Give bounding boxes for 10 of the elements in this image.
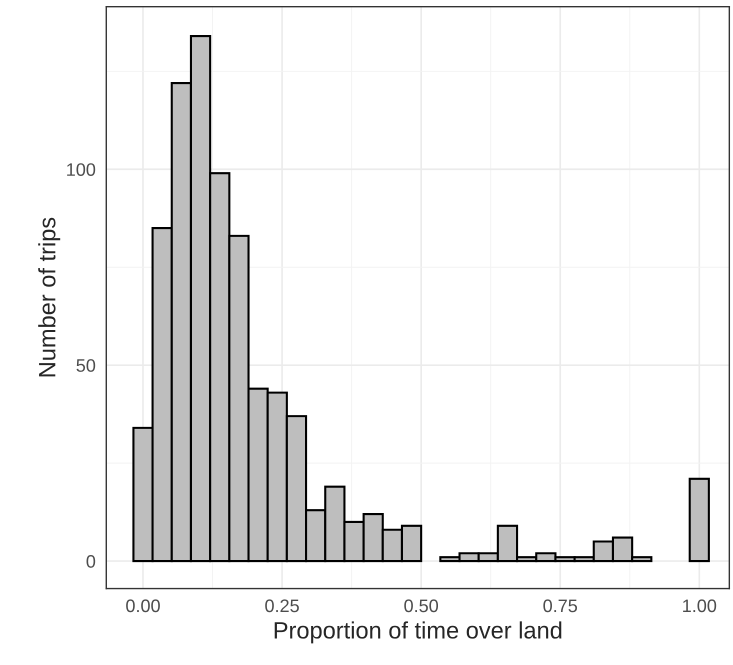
x-tick-label: 0.50 [404, 599, 438, 612]
y-tick-label: 0 [86, 555, 96, 568]
x-axis-title: Proportion of time over land [274, 621, 562, 644]
x-tick-label: 1.00 [683, 599, 716, 612]
x-tick-label: 0.75 [543, 599, 578, 612]
y-axis-title: Number of trips [38, 218, 60, 376]
y-tick-label: 50 [76, 359, 96, 372]
x-tick-label: 0.25 [265, 599, 299, 612]
y-tick-label: 100 [67, 163, 96, 176]
x-tick-label: 0.00 [126, 599, 160, 612]
